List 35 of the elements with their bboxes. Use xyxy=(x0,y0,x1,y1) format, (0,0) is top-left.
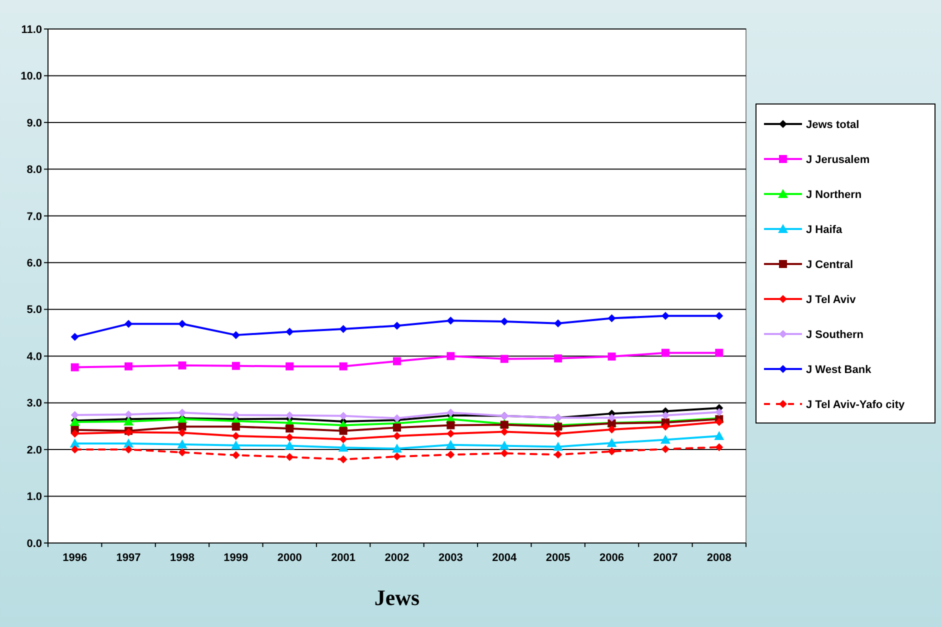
legend-label: J Jerusalem xyxy=(806,154,870,166)
x-tick-label: 1999 xyxy=(224,552,248,564)
x-tick-label: 2007 xyxy=(653,552,678,564)
y-tick-label: 5.0 xyxy=(26,304,42,316)
x-tick-label: 1996 xyxy=(62,552,88,564)
y-tick-label: 7.0 xyxy=(26,210,42,223)
x-tick-label: 2006 xyxy=(600,552,624,564)
y-tick-label: 1.0 xyxy=(26,491,42,504)
x-tick-label: 1998 xyxy=(170,552,194,564)
y-tick-label: 6.0 xyxy=(26,257,42,270)
y-tick-label: 11.0 xyxy=(21,24,42,36)
x-tick-label: 2001 xyxy=(331,552,356,564)
legend-label: J West Bank xyxy=(806,364,872,376)
y-tick-label: 2.0 xyxy=(26,444,42,456)
legend-label: J Haifa xyxy=(806,224,843,236)
legend-label: J Southern xyxy=(806,328,864,341)
y-tick-label: 0.0 xyxy=(26,538,42,550)
legend-label: Jews total xyxy=(806,118,860,131)
x-tick-label: 2004 xyxy=(492,552,518,564)
x-tick-label: 2008 xyxy=(706,552,732,564)
x-tick-label: 2000 xyxy=(277,552,302,564)
x-tick-label: 2002 xyxy=(384,552,410,564)
x-tick-label: 2003 xyxy=(438,552,463,564)
legend-label: J Tel Aviv-Yafo city xyxy=(806,398,906,411)
legend-label: J Central xyxy=(806,258,854,271)
x-tick-label: 2005 xyxy=(546,552,570,564)
legend-label: J Tel Aviv xyxy=(806,294,857,306)
text: Jews xyxy=(374,585,420,610)
y-tick-label: 8.0 xyxy=(26,164,42,176)
y-tick-label: 9.0 xyxy=(26,117,42,130)
x-tick-label: 1997 xyxy=(116,552,141,564)
y-tick-label: 10.0 xyxy=(20,70,42,83)
y-tick-label: 4.0 xyxy=(26,350,42,363)
y-tick-label: 3.0 xyxy=(26,398,42,410)
legend-label: J Northern xyxy=(806,188,862,201)
